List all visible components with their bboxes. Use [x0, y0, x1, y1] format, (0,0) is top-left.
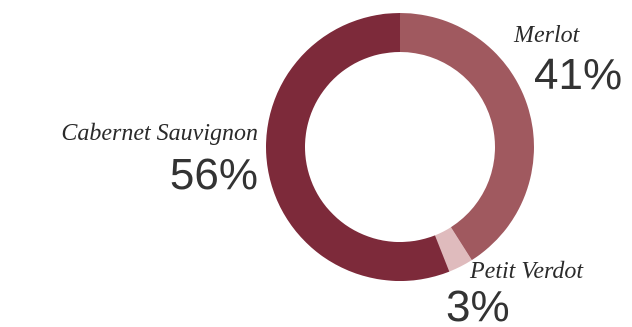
merlot-label: Merlot 41%: [514, 22, 622, 98]
slice-cabernet-sauvignon: [266, 13, 450, 281]
cabernet-label: Cabernet Sauvignon 56%: [12, 120, 258, 198]
petit-verdot-name: Petit Verdot: [470, 258, 584, 284]
slice-merlot: [400, 13, 534, 261]
petit-verdot-percent: 3%: [446, 282, 510, 327]
merlot-name: Merlot: [514, 22, 580, 48]
slice-petit-verdot: [434, 227, 472, 272]
merlot-percent: 41%: [534, 50, 623, 99]
cabernet-percent: 56%: [169, 150, 258, 199]
petit-verdot-label: Petit Verdot 3%: [446, 258, 584, 327]
cabernet-name: Cabernet Sauvignon: [61, 120, 258, 146]
